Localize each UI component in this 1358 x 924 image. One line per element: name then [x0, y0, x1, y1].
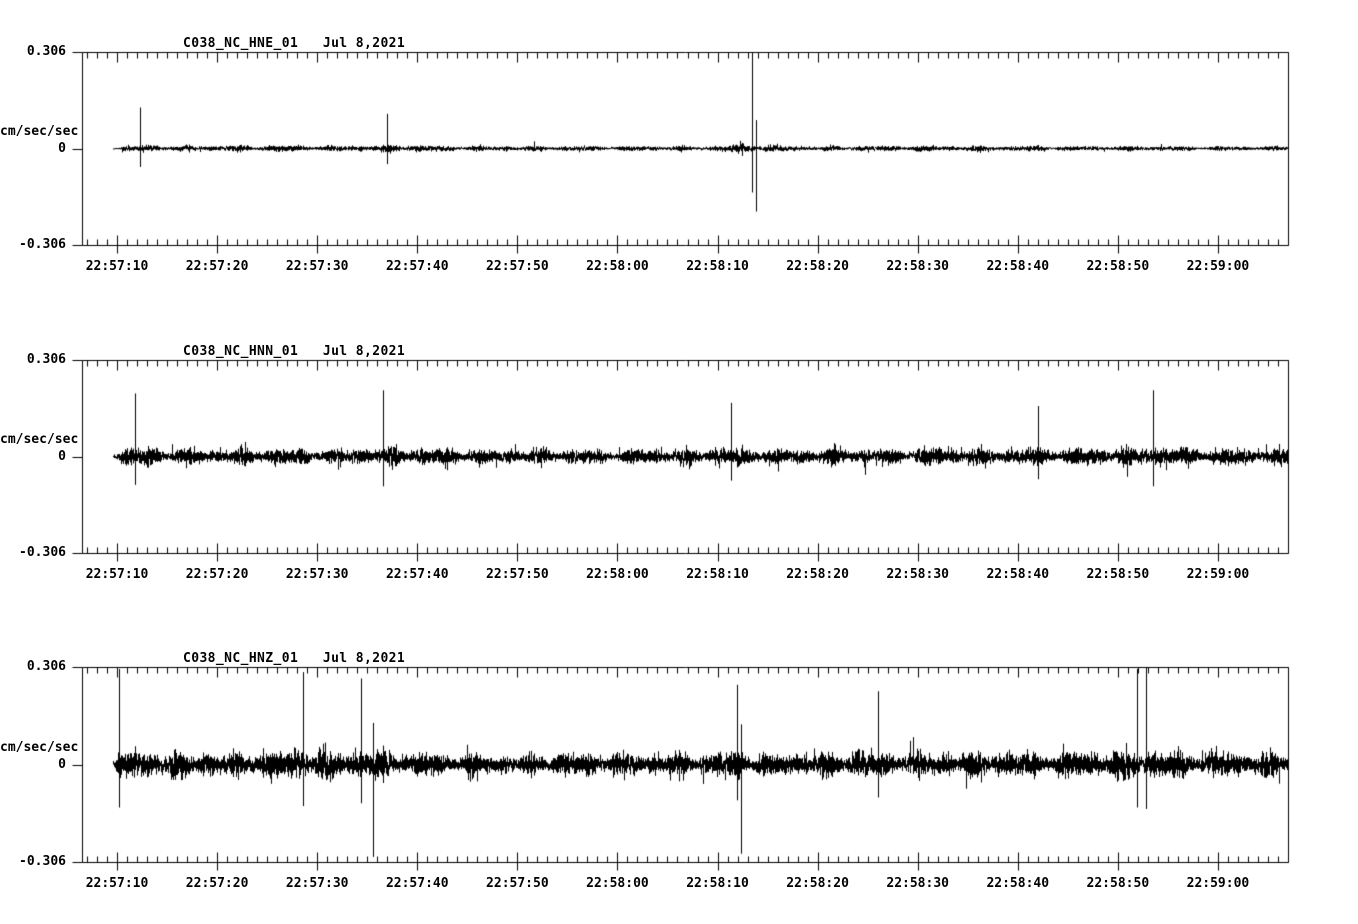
x-tick-label: 22:58:40 — [986, 567, 1050, 582]
x-tick-label: 22:58:00 — [586, 876, 649, 891]
x-tick-label: 22:57:30 — [285, 567, 349, 582]
y-axis-unit-label-hnn: cm/sec/sec — [0, 431, 79, 447]
y-tick-max-hnz: 0.306 — [26, 659, 66, 674]
x-tick-label: 22:57:20 — [185, 259, 249, 274]
x-tick-label: 22:58:20 — [786, 567, 849, 582]
x-tick-label: 22:58:00 — [586, 259, 649, 274]
y-tick-zero-hnn: 0 — [58, 448, 66, 464]
x-tick-label: 22:58:50 — [1086, 259, 1150, 274]
waveform-plot-hnz — [0, 637, 1358, 922]
x-tick-label: 22:58:40 — [986, 876, 1050, 891]
x-tick-label: 22:57:40 — [385, 567, 449, 582]
y-axis-unit-label-hnz: cm/sec/sec — [0, 739, 79, 755]
y-tick-zero-hnz: 0 — [58, 756, 66, 772]
x-tick-label: 22:59:00 — [1186, 567, 1250, 582]
x-tick-label: 22:57:30 — [285, 259, 349, 274]
x-tick-label: 22:58:50 — [1086, 567, 1150, 582]
y-tick-max-hne: 0.306 — [26, 44, 66, 59]
x-tick-label: 22:57:40 — [385, 259, 449, 274]
x-tick-label: 22:57:10 — [85, 876, 149, 891]
x-tick-label: 22:58:30 — [886, 567, 949, 582]
x-tick-label: 22:58:20 — [786, 876, 849, 891]
x-tick-label: 22:57:50 — [486, 567, 549, 582]
y-tick-min-hnz: -0.306 — [19, 854, 66, 869]
seismogram-panel-hnn: C038_NC_HNN_01 Jul 8,2021 cm/sec/sec 0.3… — [0, 330, 1358, 613]
x-tick-label: 22:57:40 — [385, 876, 449, 891]
x-tick-label: 22:58:30 — [886, 876, 949, 891]
y-tick-zero-hne: 0 — [58, 140, 66, 156]
x-tick-label: 22:57:20 — [185, 876, 249, 891]
x-tick-label: 22:58:20 — [786, 259, 849, 274]
waveform-plot-hnn — [0, 330, 1358, 613]
panel-title-hne: C038_NC_HNE_01 Jul 8,2021 — [183, 36, 406, 51]
seismogram-panel-hne: C038_NC_HNE_01 Jul 8,2021 cm/sec/sec 0.3… — [0, 22, 1358, 305]
x-tick-label: 22:58:30 — [886, 259, 949, 274]
y-tick-min-hnn: -0.306 — [19, 545, 66, 560]
x-tick-label: 22:59:00 — [1186, 259, 1250, 274]
x-tick-label: 22:57:10 — [85, 567, 149, 582]
x-tick-label: 22:58:00 — [586, 567, 649, 582]
panel-title-hnz: C038_NC_HNZ_01 Jul 8,2021 — [183, 651, 406, 666]
x-tick-label: 22:58:50 — [1086, 876, 1150, 891]
x-tick-label: 22:57:10 — [85, 259, 149, 274]
seismogram-panel-hnz: C038_NC_HNZ_01 Jul 8,2021 cm/sec/sec 0.3… — [0, 637, 1358, 922]
waveform-plot-hne — [0, 22, 1358, 305]
x-tick-label: 22:58:10 — [686, 876, 749, 891]
y-tick-max-hnn: 0.306 — [26, 352, 66, 367]
x-tick-label: 22:59:00 — [1186, 876, 1250, 891]
panel-title-hnn: C038_NC_HNN_01 Jul 8,2021 — [183, 344, 406, 359]
x-tick-label: 22:57:20 — [185, 567, 249, 582]
x-tick-label: 22:58:10 — [686, 259, 749, 274]
x-tick-label: 22:57:50 — [486, 259, 549, 274]
x-tick-label: 22:57:30 — [285, 876, 349, 891]
x-tick-label: 22:58:40 — [986, 259, 1050, 274]
x-tick-label: 22:58:10 — [686, 567, 749, 582]
y-axis-unit-label-hne: cm/sec/sec — [0, 123, 79, 139]
y-tick-min-hne: -0.306 — [19, 237, 66, 252]
x-tick-label: 22:57:50 — [486, 876, 549, 891]
